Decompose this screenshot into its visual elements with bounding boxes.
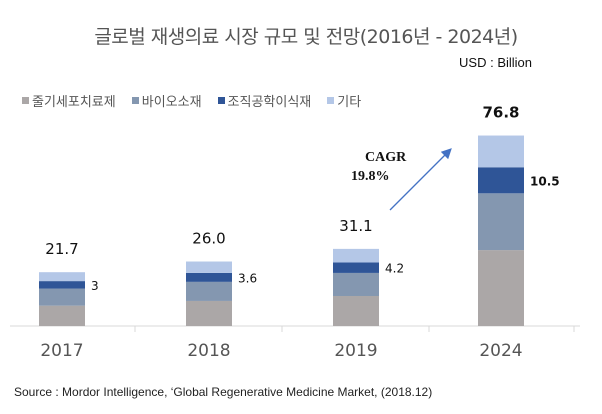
bar-segment bbox=[333, 262, 379, 273]
x-tick-label: 2024 bbox=[479, 341, 522, 361]
bar-segment bbox=[478, 167, 524, 194]
cagr-label: CAGR bbox=[365, 150, 407, 165]
legend-swatch bbox=[22, 97, 29, 104]
growth-arrow bbox=[389, 148, 452, 211]
x-tick-label: 2019 bbox=[334, 341, 377, 361]
x-tick-label: 2017 bbox=[40, 341, 83, 361]
bar-segment bbox=[333, 248, 379, 263]
bar-segment bbox=[39, 272, 85, 282]
legend-item: 기타 bbox=[327, 91, 361, 110]
chart-title: 글로벌 재생의료 시장 규모 및 전망(2016년 - 2024년) bbox=[94, 26, 518, 48]
total-label: 26.0 bbox=[192, 230, 225, 248]
legend-item: 조직공학이식재 bbox=[217, 91, 312, 110]
total-label: 31.1 bbox=[339, 217, 372, 235]
legend-item: 줄기세포치료제 bbox=[22, 91, 116, 110]
segment-label: 10.5 bbox=[530, 174, 560, 188]
bar-segment bbox=[478, 250, 524, 326]
legend-label: 조직공학이식재 bbox=[227, 95, 312, 110]
total-label: 21.7 bbox=[45, 240, 78, 258]
bar-segment bbox=[186, 261, 232, 273]
bar-segment bbox=[39, 305, 85, 326]
bar-segment bbox=[39, 281, 85, 289]
segment-label: 3.6 bbox=[238, 271, 257, 285]
bar-segment bbox=[478, 135, 524, 168]
legend-label: 기타 bbox=[337, 95, 362, 110]
legend-item: 바이오소재 bbox=[131, 91, 202, 110]
segment-label: 4.2 bbox=[385, 262, 404, 276]
bar-segment bbox=[186, 300, 232, 326]
cagr-value: 19.8% bbox=[351, 169, 390, 184]
bar-segment bbox=[39, 288, 85, 306]
legend-label: 줄기세포치료제 bbox=[32, 95, 116, 110]
x-tick-label: 2018 bbox=[187, 341, 230, 361]
legend-swatch bbox=[327, 97, 335, 104]
bar-segment bbox=[186, 272, 232, 282]
legend-label: 바이오소재 bbox=[141, 95, 202, 110]
bar-segment bbox=[186, 281, 232, 301]
bar-segment bbox=[333, 272, 379, 296]
unit-label: USD : Billion bbox=[459, 55, 532, 70]
legend: 줄기세포치료제 바이오소재 조직공학이식재 기타 bbox=[22, 91, 361, 110]
segment-label: 3 bbox=[91, 279, 99, 293]
total-label: 76.8 bbox=[482, 104, 519, 122]
bar-segment bbox=[478, 193, 524, 251]
bar-segment bbox=[333, 295, 379, 326]
legend-swatch bbox=[131, 97, 139, 104]
legend-swatch bbox=[217, 97, 225, 104]
source-note: Source : Mordor Intelligence, ‘Global Re… bbox=[14, 385, 433, 399]
